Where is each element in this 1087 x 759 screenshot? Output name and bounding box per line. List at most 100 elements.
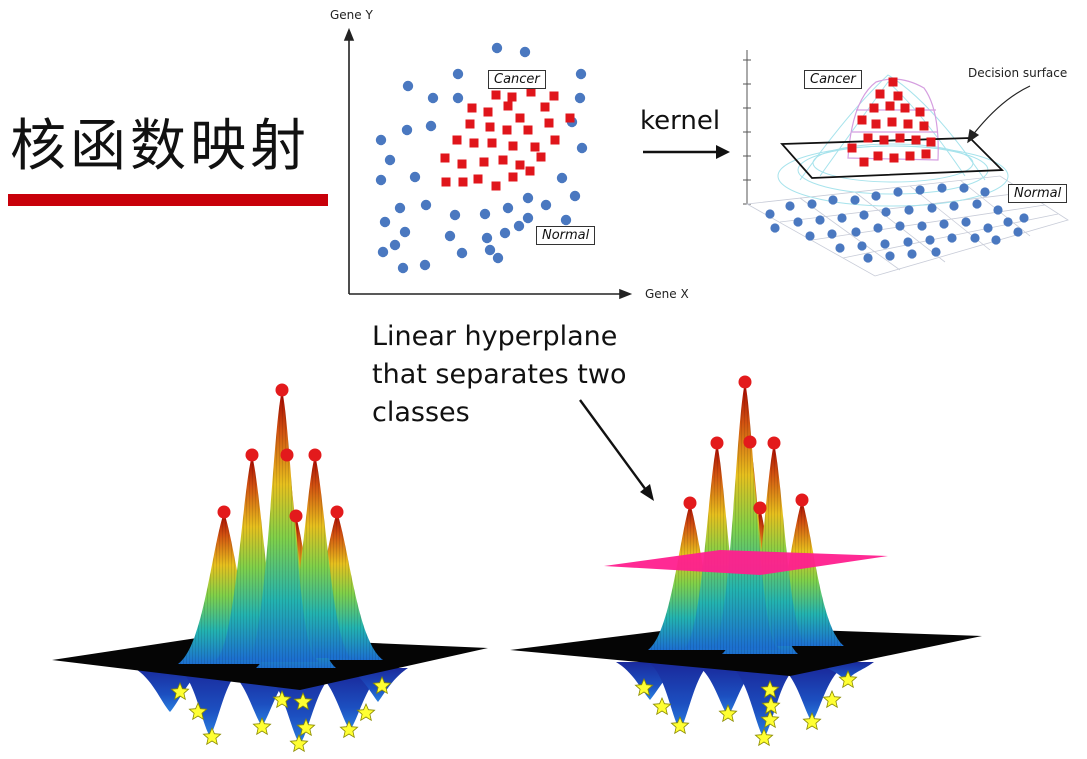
star-marker [754, 727, 774, 747]
normal-point [793, 217, 803, 227]
normal-point [947, 233, 957, 243]
normal-point [972, 199, 982, 209]
star-marker [838, 669, 858, 689]
cancer-point [875, 89, 885, 99]
hyperplane-annotation: Linear hyperplane that separates two cla… [372, 321, 627, 428]
peak-marker [683, 496, 697, 510]
surface-well [782, 668, 842, 722]
normal-point [479, 208, 491, 220]
cancer-point [857, 115, 867, 125]
normal-point [379, 216, 391, 228]
star-marker [202, 726, 222, 746]
normal-point [569, 190, 581, 202]
normal-point [903, 237, 913, 247]
surface-well [180, 670, 240, 736]
star-marker [356, 702, 376, 722]
peak-markers-left [217, 383, 344, 523]
normal-point [402, 80, 414, 92]
normal-point [927, 203, 937, 213]
normal-point [409, 171, 421, 183]
normal-point [907, 249, 917, 259]
normal-points-2d [375, 42, 588, 274]
star-markers-right [634, 669, 858, 747]
normal-point [885, 251, 895, 261]
cancer-point [921, 149, 931, 159]
cancer-point [873, 151, 883, 161]
normal-point [770, 223, 780, 233]
peak-marker [743, 435, 757, 449]
cancer-point [491, 181, 501, 191]
normal-point [397, 262, 409, 274]
peak-marker [795, 493, 809, 507]
normal-point [502, 202, 514, 214]
cancer-point [869, 103, 879, 113]
peak-marker [710, 436, 724, 450]
normal-point [991, 235, 1001, 245]
cancer-point [903, 119, 913, 129]
peak-marker [767, 436, 781, 450]
normal-point [827, 229, 837, 239]
normal-point [895, 221, 905, 231]
normal-point [420, 199, 432, 211]
normal-point [863, 253, 873, 263]
normal-point [915, 185, 925, 195]
cancer-point [536, 152, 546, 162]
cancer-point [549, 91, 559, 101]
normal-point [375, 174, 387, 186]
normal-point [377, 246, 389, 258]
cancer-point [900, 103, 910, 113]
star-marker [296, 717, 316, 737]
normal-point [837, 213, 847, 223]
peak-marker [275, 383, 289, 397]
normal-point [452, 68, 464, 80]
normal-point [1013, 227, 1023, 237]
cancer-point [508, 141, 518, 151]
normal-point [522, 212, 534, 224]
cancer-point [483, 107, 493, 117]
cancer-point [485, 122, 495, 132]
peak-marker [753, 501, 767, 515]
star-marker [272, 689, 292, 709]
cancer-point [893, 91, 903, 101]
normal-point [427, 92, 439, 104]
wells-left [134, 668, 408, 744]
peak-marker [330, 505, 344, 519]
cancer-point [457, 159, 467, 169]
gene-y-axis-label: Gene Y [330, 8, 373, 22]
normal-point [1019, 213, 1029, 223]
normal-point [556, 172, 568, 184]
surface-mesh [713, 382, 777, 648]
cancer-point [458, 177, 468, 187]
star-marker [293, 691, 313, 711]
normal-point [835, 243, 845, 253]
normal-point [949, 201, 959, 211]
normal-point [850, 195, 860, 205]
star-marker [634, 677, 654, 697]
cancer-point [469, 138, 479, 148]
normal-point [970, 233, 980, 243]
cancer-points-2d [440, 87, 575, 191]
normal-point [484, 244, 496, 256]
cancer-point [515, 113, 525, 123]
cancer-point [871, 119, 881, 129]
cancer-point [479, 157, 489, 167]
normal-point [481, 232, 493, 244]
normal-points-3d [765, 183, 1029, 263]
star-marker [372, 675, 392, 695]
normal-point [1003, 217, 1013, 227]
normal-point [452, 92, 464, 104]
cancer-point [919, 121, 929, 131]
normal-point [401, 124, 413, 136]
star-marker [170, 681, 190, 701]
decision-surface-label: Decision surface [968, 66, 1068, 80]
star-marker [718, 703, 738, 723]
cancer-point [525, 166, 535, 176]
normal-point [828, 195, 838, 205]
star-marker [252, 716, 272, 736]
star-marker [652, 696, 672, 716]
peak-marker [308, 448, 322, 462]
cancer-point [887, 117, 897, 127]
cancer-point [440, 153, 450, 163]
cancer-point [507, 92, 517, 102]
